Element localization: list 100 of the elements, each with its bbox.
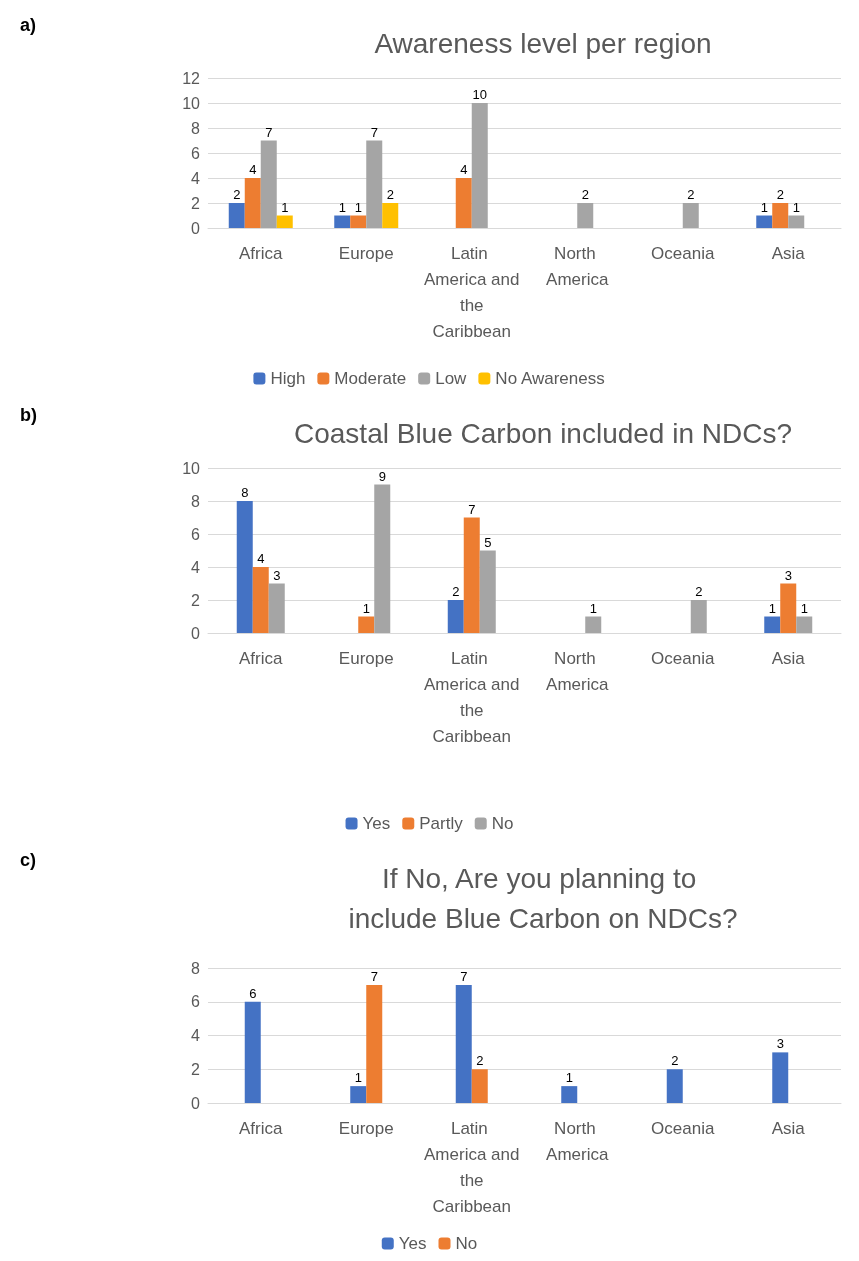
bar xyxy=(374,484,391,633)
x-tick-label: Africa xyxy=(239,1118,284,1138)
legend-label: No Awareness xyxy=(495,369,605,388)
legend-label: Moderate xyxy=(334,369,407,388)
bar xyxy=(455,178,472,228)
bar xyxy=(244,1001,261,1103)
x-tick-label: Oceania xyxy=(651,1118,715,1138)
bar xyxy=(585,616,602,633)
bar xyxy=(268,583,285,633)
bar xyxy=(471,103,488,228)
y-tick-label: 0 xyxy=(191,1094,201,1112)
y-tick-label: 0 xyxy=(191,219,201,237)
data-label: 1 xyxy=(281,199,289,215)
y-tick-label: 4 xyxy=(191,169,201,187)
bar xyxy=(479,550,496,633)
bar xyxy=(358,616,375,633)
data-label: 2 xyxy=(476,1053,484,1069)
text: c) xyxy=(20,850,37,870)
legend-label: Low xyxy=(435,369,468,388)
data-label: 4 xyxy=(249,162,257,177)
data-label: 7 xyxy=(370,968,378,984)
data-label: 6 xyxy=(249,985,257,1001)
data-label: 1 xyxy=(800,600,808,616)
bar xyxy=(666,1069,683,1103)
data-label: 1 xyxy=(354,1070,362,1086)
x-tick-label: Asia xyxy=(771,1118,806,1138)
data-label: 2 xyxy=(671,1053,679,1069)
data-label: 7 xyxy=(460,968,468,984)
bar xyxy=(382,203,399,228)
data-label: 7 xyxy=(265,124,273,140)
data-label: 8 xyxy=(241,485,249,500)
bar xyxy=(276,215,293,228)
legend-label: High xyxy=(270,369,306,388)
y-tick-label: 2 xyxy=(191,591,201,609)
data-label: 1 xyxy=(338,199,346,215)
x-tick-label: Europe xyxy=(338,648,394,668)
x-tick-label: North America xyxy=(546,243,609,289)
data-label: 1 xyxy=(362,600,370,616)
text: b) xyxy=(20,405,37,425)
x-tick-label: Africa xyxy=(239,243,284,263)
x-tick-label: Europe xyxy=(338,1118,394,1138)
bar xyxy=(561,1086,578,1103)
data-label: 2 xyxy=(233,187,241,202)
bar xyxy=(780,583,797,633)
y-tick-label: 8 xyxy=(191,492,201,510)
chart-title: Coastal Blue Carbon included in NDCs? xyxy=(293,417,793,449)
bar xyxy=(447,600,464,633)
data-label: 2 xyxy=(695,584,703,599)
data-label: 10 xyxy=(472,87,487,102)
y-tick-label: 4 xyxy=(191,558,201,576)
data-label: 4 xyxy=(460,162,468,177)
bar xyxy=(260,140,277,228)
data-label: 2 xyxy=(776,187,784,202)
bar xyxy=(236,501,253,633)
bar xyxy=(690,600,707,633)
bar xyxy=(788,215,805,228)
x-tick-label: Oceania xyxy=(651,243,715,263)
bar xyxy=(682,203,699,228)
data-label: 2 xyxy=(581,187,589,202)
bar xyxy=(366,140,383,228)
bar xyxy=(772,203,789,228)
legend-label: Partly xyxy=(419,814,464,833)
y-tick-label: 10 xyxy=(182,459,201,477)
y-tick-label: 2 xyxy=(191,194,201,212)
y-tick-label: 6 xyxy=(191,144,201,162)
data-label: 7 xyxy=(468,501,476,517)
data-label: 1 xyxy=(792,199,800,215)
legend-label: No xyxy=(491,814,514,833)
bar xyxy=(756,215,773,228)
data-label: 1 xyxy=(760,199,768,215)
y-tick-label: 0 xyxy=(191,624,201,642)
y-tick-label: 12 xyxy=(182,69,201,87)
bar xyxy=(471,1069,488,1103)
bar xyxy=(796,616,813,633)
x-tick-label: Africa xyxy=(239,648,284,668)
data-label: 5 xyxy=(484,534,492,550)
bar xyxy=(244,178,261,228)
bar xyxy=(334,215,351,228)
data-label: 1 xyxy=(354,199,362,215)
data-label: 1 xyxy=(589,600,597,616)
data-label: 3 xyxy=(776,1036,784,1052)
y-tick-label: 8 xyxy=(191,119,201,137)
bar xyxy=(252,567,269,633)
data-label: 3 xyxy=(273,567,281,583)
x-tick-label: Latin America and the Caribbean xyxy=(424,648,520,746)
bar xyxy=(764,616,781,633)
text: a) xyxy=(20,15,37,35)
x-tick-label: Asia xyxy=(771,243,806,263)
bar xyxy=(228,203,245,228)
x-tick-label: Latin America and the Caribbean xyxy=(424,1118,520,1216)
x-tick-label: Oceania xyxy=(651,648,715,668)
x-tick-label: North America xyxy=(546,1118,609,1164)
data-label: 9 xyxy=(378,468,386,484)
legend-label: Yes xyxy=(398,1234,427,1253)
y-tick-label: 4 xyxy=(191,1027,201,1044)
data-label: 7 xyxy=(370,124,378,140)
x-tick-label: Europe xyxy=(338,243,394,263)
data-label: 3 xyxy=(784,567,792,583)
bar xyxy=(772,1052,789,1103)
x-tick-label: North America xyxy=(546,648,609,694)
